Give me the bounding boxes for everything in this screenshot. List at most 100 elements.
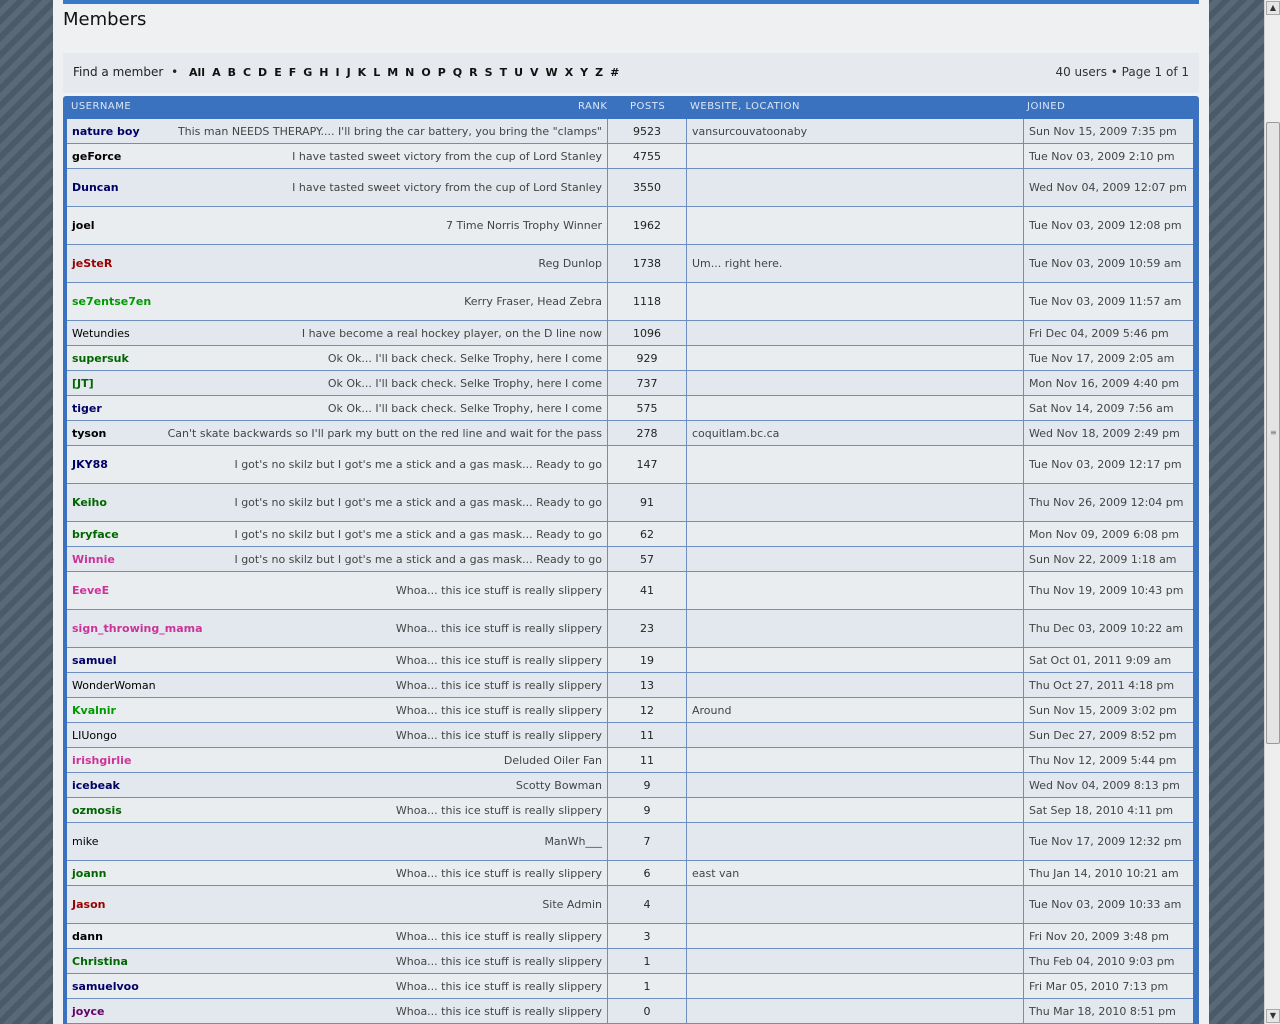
username-link[interactable]: Winnie — [72, 552, 115, 566]
letter-link-r[interactable]: R — [469, 66, 478, 79]
letter-link-q[interactable]: Q — [452, 66, 463, 79]
username-link[interactable]: dann — [72, 929, 103, 943]
letter-link-t[interactable]: T — [499, 66, 508, 79]
table-row: se7entse7en Kerry Fraser, Head Zebra 1118 T… — [67, 283, 1193, 321]
username-link[interactable]: Jason — [72, 898, 106, 911]
letter-link-all[interactable]: All — [189, 66, 206, 79]
table-row: geForce I have tasted sweet victory from … — [67, 144, 1193, 169]
posts-count: 11 — [608, 748, 687, 772]
header-website-location[interactable]: WEBSITE, LOCATION — [690, 101, 801, 112]
letter-link-n[interactable]: N — [405, 66, 415, 79]
joined-date: Fri Mar 05, 2010 7:13 pm — [1029, 979, 1169, 993]
letter-links: All A B C D E F G H I J K L M N O P Q R S T U V W X Y Z # — [182, 65, 619, 79]
vertical-scrollbar[interactable]: ▲ ≡ ▼ — [1264, 0, 1280, 1024]
website-location — [687, 673, 1024, 697]
username-link[interactable]: WonderWoman — [72, 678, 156, 692]
username-link[interactable]: geForce — [72, 149, 122, 163]
table-header: USERNAME RANK POSTS WEBSITE, LOCATION JO… — [63, 96, 1199, 118]
letter-link-a[interactable]: A — [212, 66, 221, 79]
username-link[interactable]: mike — [72, 835, 99, 848]
username-link[interactable]: ozmosis — [72, 803, 122, 817]
table-row: Christina Whoa... this ice stuff is reall… — [67, 949, 1193, 974]
letter-link-w[interactable]: W — [545, 66, 558, 79]
username-link[interactable]: samuel — [72, 653, 117, 667]
username-link[interactable]: sign_throwing_mama — [72, 622, 203, 635]
username-link[interactable]: Christina — [72, 954, 128, 968]
username-link[interactable]: tyson — [72, 426, 107, 440]
username-link[interactable]: bryface — [72, 527, 119, 541]
username-link[interactable]: samuelvoo — [72, 979, 139, 993]
letter-link-l[interactable]: L — [373, 66, 381, 79]
table-row: WonderWoman Whoa... this ice stuff is rea… — [67, 673, 1193, 698]
username-rank-cell: nature boy This man NEEDS THERAPY.... I'l… — [67, 119, 608, 143]
rank-title: Can't skate backwards so I'll park my bu… — [167, 426, 602, 440]
username-link[interactable]: [JT] — [72, 376, 94, 390]
username-link[interactable]: jeSteR — [72, 257, 113, 270]
letter-link-x[interactable]: X — [564, 66, 574, 79]
letter-link-p[interactable]: P — [437, 66, 446, 79]
rank-title: Kerry Fraser, Head Zebra — [464, 295, 602, 308]
table-row: Kvalnir Whoa... this ice stuff is really … — [67, 698, 1193, 723]
website-location — [687, 610, 1024, 647]
letter-link-c[interactable]: C — [242, 66, 252, 79]
arrow-down-icon[interactable]: ▼ — [1266, 1009, 1280, 1023]
username-link[interactable]: Duncan — [72, 181, 119, 194]
website-location — [687, 886, 1024, 923]
scrollbar-thumb[interactable]: ≡ — [1266, 122, 1280, 744]
header-rank[interactable]: RANK — [578, 101, 608, 112]
username-link[interactable]: joann — [72, 866, 107, 880]
letter-link-j[interactable]: J — [346, 66, 351, 79]
joined-date: Sat Sep 18, 2010 4:11 pm — [1029, 803, 1174, 817]
arrow-up-icon[interactable]: ▲ — [1266, 1, 1280, 15]
letter-link-h[interactable]: H — [319, 66, 329, 79]
username-link[interactable]: Keiho — [72, 496, 107, 509]
letter-link-u[interactable]: U — [514, 66, 524, 79]
username-rank-cell: samuelvoo Whoa... this ice stuff is reall… — [67, 974, 608, 998]
letter-link-d[interactable]: D — [258, 66, 268, 79]
username-rank-cell: tiger Ok Ok... I'll back check. Selke Tro… — [67, 396, 608, 420]
letter-link-z[interactable]: Z — [595, 66, 604, 79]
letter-link-v[interactable]: V — [530, 66, 539, 79]
website-location — [687, 484, 1024, 521]
header-joined[interactable]: JOINED — [1027, 101, 1066, 112]
letter-link-b[interactable]: B — [227, 66, 236, 79]
username-link[interactable]: irishgirlie — [72, 753, 132, 767]
website-location: Around — [687, 698, 1024, 722]
header-posts[interactable]: POSTS — [630, 101, 666, 112]
username-link[interactable]: nature boy — [72, 124, 140, 138]
username-link[interactable]: LIUongo — [72, 728, 117, 742]
website-location — [687, 446, 1024, 483]
posts-count: 41 — [608, 572, 687, 609]
website-location — [687, 723, 1024, 747]
letter-link-e[interactable]: E — [274, 66, 282, 79]
username-link[interactable]: tiger — [72, 401, 102, 415]
table-row: nature boy This man NEEDS THERAPY.... I'l… — [67, 119, 1193, 144]
rank-title: Whoa... this ice stuff is really slipper… — [395, 866, 602, 880]
letter-link-s[interactable]: S — [484, 66, 493, 79]
username-link[interactable]: Kvalnir — [72, 703, 116, 717]
posts-count: 278 — [608, 421, 687, 445]
joined-date: Tue Nov 03, 2009 11:57 am — [1029, 295, 1182, 308]
letter-link-o[interactable]: O — [421, 66, 431, 79]
letter-link-m[interactable]: M — [387, 66, 399, 79]
letter-link-g[interactable]: G — [303, 66, 313, 79]
header-username[interactable]: USERNAME — [71, 101, 132, 112]
rank-title: I got's no skilz but I got's me a stick … — [234, 458, 602, 471]
letter-filter: Find a member • All A B C D E F G H I J K L M N O P Q R S T U… — [73, 65, 619, 79]
username-link[interactable]: se7entse7en — [72, 295, 152, 308]
website-location — [687, 144, 1024, 168]
table-row: Jason Site Admin 4 Tue Nov 03, 2009 10:33 a… — [67, 886, 1193, 924]
username-link[interactable]: icebeak — [72, 778, 120, 792]
letter-link-k[interactable]: K — [357, 66, 367, 79]
posts-count: 3 — [608, 924, 687, 948]
username-link[interactable]: JKY88 — [72, 458, 108, 471]
username-link[interactable]: EeveE — [72, 584, 110, 597]
username-link[interactable]: Wetundies — [72, 326, 130, 340]
letter-link-f[interactable]: F — [288, 66, 297, 79]
username-link[interactable]: supersuk — [72, 351, 129, 365]
letter-link-y[interactable]: Y — [580, 66, 589, 79]
letter-link-i[interactable]: I — [335, 66, 340, 79]
letter-link-hash[interactable]: # — [610, 66, 620, 79]
username-link[interactable]: joel — [72, 219, 95, 232]
username-link[interactable]: joyce — [72, 1004, 105, 1018]
